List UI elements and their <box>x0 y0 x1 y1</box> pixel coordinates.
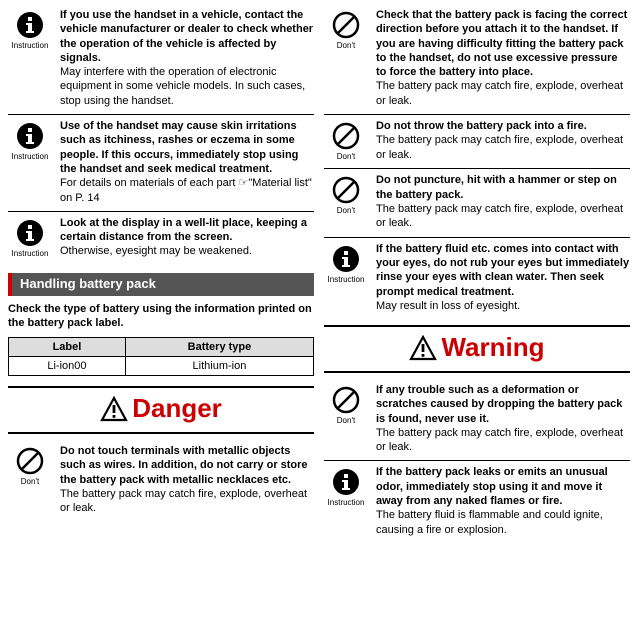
icon-label: Don't <box>324 152 368 162</box>
instruction-icon: Instruction <box>8 119 52 205</box>
item-bold-text: If the battery fluid etc. comes into con… <box>376 242 630 299</box>
item-sub-text: May interfere with the operation of elec… <box>60 65 314 108</box>
warning-triangle-icon <box>100 396 128 422</box>
instruction-icon: Instruction <box>324 242 368 313</box>
page-layout: Instruction If you use the handset in a v… <box>0 0 638 547</box>
dont-icon: Don't <box>324 173 368 230</box>
instruction-item: Instruction If the battery fluid etc. com… <box>324 237 630 319</box>
item-bold-text: If any trouble such as a deformation or … <box>376 383 630 426</box>
table-cell: Li-ion00 <box>9 357 126 376</box>
item-bold-text: If the battery pack leaks or emits an un… <box>376 465 630 508</box>
item-sub-text: The battery pack may catch fire, explode… <box>376 79 630 108</box>
item-sub-text: The battery pack may catch fire, explode… <box>376 426 630 455</box>
table-header: Label <box>9 337 126 356</box>
dont-icon: Don't <box>324 8 368 108</box>
item-bold-text: If you use the handset in a vehicle, con… <box>60 8 314 65</box>
item-bold-text: Check that the battery pack is facing th… <box>376 8 630 79</box>
instruction-item: Don't Check that the battery pack is faci… <box>324 4 630 114</box>
item-body: Do not throw the battery pack into a fir… <box>376 119 630 162</box>
danger-banner: Danger <box>8 386 314 434</box>
item-body: If any trouble such as a deformation or … <box>376 383 630 454</box>
icon-label: Don't <box>8 477 52 487</box>
item-body: If you use the handset in a vehicle, con… <box>60 8 314 108</box>
table-header: Battery type <box>125 337 313 356</box>
banner-text: Warning <box>441 332 544 362</box>
icon-label: Don't <box>324 206 368 216</box>
icon-label: Instruction <box>324 498 368 508</box>
item-sub-text: Otherwise, eyesight may be weakened. <box>60 244 314 258</box>
icon-label: Instruction <box>8 249 52 259</box>
icon-label: Don't <box>324 41 368 51</box>
instruction-icon: Instruction <box>8 8 52 108</box>
banner-text: Danger <box>132 393 222 423</box>
section-lead: Check the type of battery using the info… <box>8 302 314 331</box>
instruction-item: Instruction If you use the handset in a v… <box>8 4 314 114</box>
section-heading: Handling battery pack <box>8 273 314 296</box>
right-column: Don't Check that the battery pack is faci… <box>324 4 630 543</box>
table-cell: Lithium-ion <box>125 357 313 376</box>
warning-banner: Warning <box>324 325 630 373</box>
dont-icon: Don't <box>324 383 368 454</box>
instruction-item: Don't Do not puncture, hit with a hammer … <box>324 168 630 236</box>
icon-label: Instruction <box>8 152 52 162</box>
instruction-item: Instruction Use of the handset may cause … <box>8 114 314 211</box>
item-bold-text: Do not throw the battery pack into a fir… <box>376 119 630 133</box>
item-bold-text: Use of the handset may cause skin irrita… <box>60 119 314 176</box>
icon-label: Instruction <box>324 275 368 285</box>
battery-table: Label Battery type Li-ion00 Lithium-ion <box>8 337 314 377</box>
dont-icon: Don't <box>324 119 368 162</box>
instruction-item: Don't Do not throw the battery pack into … <box>324 114 630 168</box>
item-body: If the battery pack leaks or emits an un… <box>376 465 630 536</box>
item-body: Do not touch terminals with metallic obj… <box>60 444 314 515</box>
item-bold-text: Look at the display in a well-lit place,… <box>60 216 314 245</box>
item-sub-text: May result in loss of eyesight. <box>376 299 630 313</box>
item-body: If the battery fluid etc. comes into con… <box>376 242 630 313</box>
instruction-item: Don't If any trouble such as a deformatio… <box>324 379 630 460</box>
icon-label: Instruction <box>8 41 52 51</box>
item-bold-text: Do not touch terminals with metallic obj… <box>60 444 314 487</box>
left-column: Instruction If you use the handset in a v… <box>8 4 314 543</box>
item-bold-text: Do not puncture, hit with a hammer or st… <box>376 173 630 202</box>
item-sub-text: The battery fluid is flammable and could… <box>376 508 630 537</box>
item-sub-text: For details on materials of each part ☞"… <box>60 176 314 205</box>
instruction-item: Instruction Look at the display in a well… <box>8 211 314 265</box>
instruction-icon: Instruction <box>8 216 52 259</box>
item-sub-text: The battery pack may catch fire, explode… <box>376 133 630 162</box>
item-body: Do not puncture, hit with a hammer or st… <box>376 173 630 230</box>
instruction-item: Don't Do not touch terminals with metalli… <box>8 440 314 521</box>
icon-label: Don't <box>324 416 368 426</box>
instruction-item: Instruction If the battery pack leaks or … <box>324 460 630 542</box>
item-sub-text: The battery pack may catch fire, explode… <box>60 487 314 516</box>
warning-triangle-icon <box>409 335 437 361</box>
instruction-icon: Instruction <box>324 465 368 536</box>
item-body: Use of the handset may cause skin irrita… <box>60 119 314 205</box>
item-body: Look at the display in a well-lit place,… <box>60 216 314 259</box>
item-body: Check that the battery pack is facing th… <box>376 8 630 108</box>
dont-icon: Don't <box>8 444 52 515</box>
item-sub-text: The battery pack may catch fire, explode… <box>376 202 630 231</box>
